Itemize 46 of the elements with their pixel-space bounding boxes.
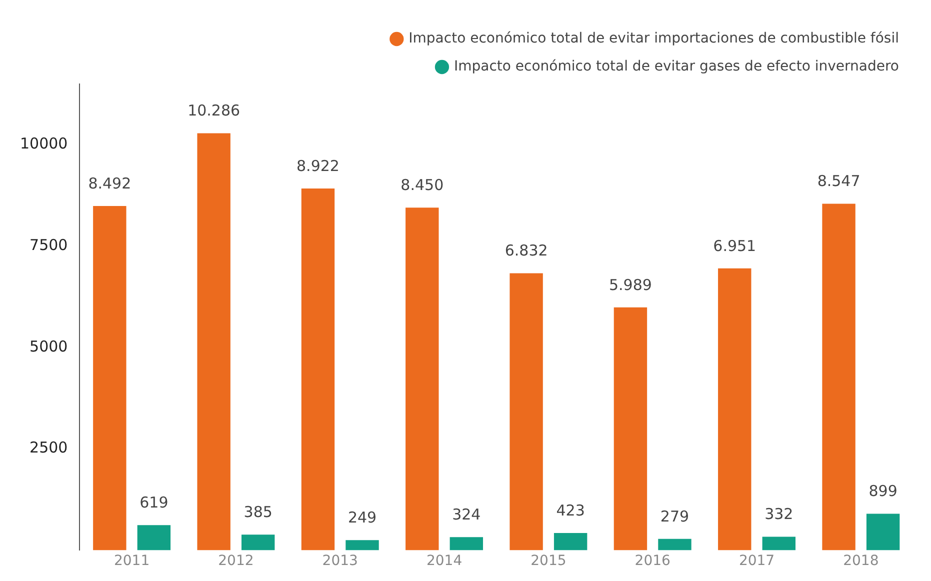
- x-tick-label: 2013: [322, 553, 358, 570]
- x-tick-label: 2012: [218, 553, 254, 570]
- bar: [346, 540, 379, 550]
- data-label: 385: [244, 502, 272, 521]
- data-label: 8.492: [88, 174, 132, 192]
- bar: [197, 133, 230, 550]
- bar: [866, 514, 900, 550]
- x-tick-label: 2015: [530, 553, 566, 570]
- bar: [822, 204, 856, 550]
- x-tick-label: 2017: [738, 553, 775, 570]
- data-label: 423: [556, 501, 585, 520]
- data-label: 8.450: [400, 176, 444, 194]
- y-tick-label: 2500: [30, 438, 68, 457]
- bar: [301, 188, 335, 550]
- data-label: 6.951: [713, 236, 756, 255]
- bar: [658, 538, 692, 550]
- data-label: 8.547: [817, 172, 860, 190]
- y-tick-label: 10000: [20, 134, 68, 153]
- bar: [510, 273, 543, 550]
- bar: [554, 533, 588, 550]
- y-tick-label: 7500: [30, 236, 68, 254]
- bar: [718, 268, 752, 550]
- x-tick-label: 2018: [843, 553, 879, 570]
- data-label: 619: [140, 493, 168, 512]
- x-tick-label: 2011: [114, 553, 150, 570]
- y-tick-label: 5000: [30, 337, 68, 356]
- x-tick-label: 2016: [634, 553, 670, 570]
- x-tick-label: 2014: [426, 553, 462, 570]
- bar: [762, 536, 796, 550]
- bar: [406, 208, 439, 550]
- data-label: 899: [868, 482, 898, 500]
- data-label: 6.832: [504, 242, 548, 260]
- data-label: 5.989: [608, 276, 652, 294]
- data-label: 279: [660, 507, 690, 526]
- data-label: 324: [452, 505, 481, 524]
- bar: [241, 534, 275, 550]
- bar: [137, 525, 171, 550]
- legend-label: Impacto económico total de evitar gases de efecto invernadero: [454, 58, 900, 75]
- data-label: 10.286: [188, 102, 240, 120]
- legend-label: Impacto económico total de evitar importaciones de combustible fósil: [408, 30, 899, 47]
- data-label: 249: [348, 508, 377, 526]
- bar: [93, 206, 126, 550]
- bar: [450, 537, 484, 550]
- bar: [614, 307, 648, 550]
- data-label: 8.922: [296, 156, 340, 175]
- data-label: 332: [764, 505, 794, 524]
